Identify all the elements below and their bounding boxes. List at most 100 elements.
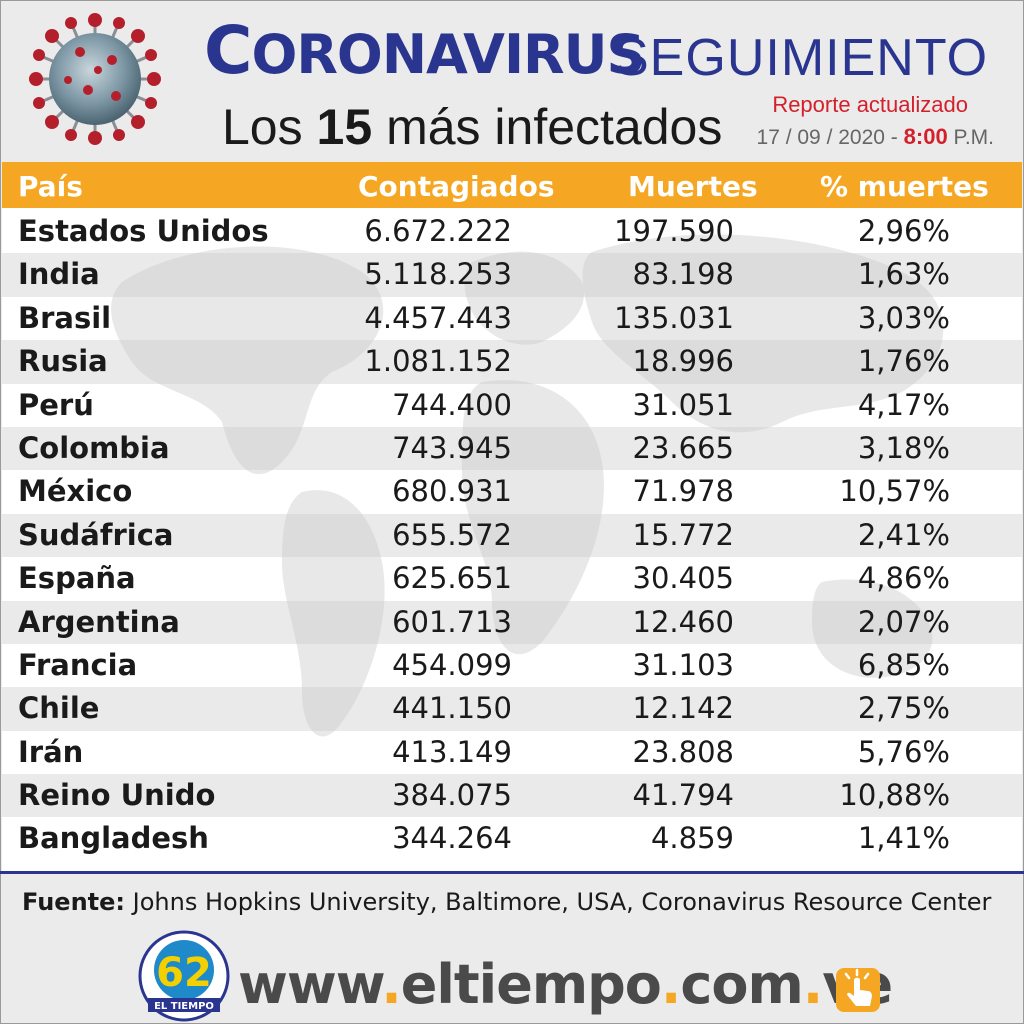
site-dot: . — [802, 953, 823, 1016]
subtitle: Los 15 más infectados — [222, 96, 722, 158]
site-part-domain: eltiempo — [400, 953, 662, 1016]
table-row: Argentina 601.713 12.460 2,07% — [2, 600, 1022, 644]
report-date-value: 17 / 09 / 2020 - — [756, 126, 898, 149]
table-row: Chile 441.150 12.142 2,75% — [2, 687, 1022, 731]
table-row: Colombia 743.945 23.665 3,18% — [2, 426, 1022, 471]
table-row: Francia 454.099 31.103 6,85% — [2, 644, 1022, 687]
cell-deaths: 23.808 — [632, 734, 734, 769]
cell-percent: 2,41% — [857, 517, 950, 552]
header-cases: Contagiados — [358, 170, 555, 203]
cell-percent: 3,18% — [857, 430, 950, 465]
table-header: País Contagiados Muertes % muertes — [2, 162, 1022, 208]
cell-percent: 1,63% — [857, 257, 950, 292]
cell-country: Reino Unido — [18, 778, 216, 813]
cell-country: Chile — [18, 691, 100, 726]
cell-country: España — [18, 561, 136, 596]
cell-percent: 3,03% — [857, 300, 950, 335]
source-note: Fuente: Johns Hopkins University, Baltim… — [22, 882, 991, 922]
header-deaths: Muertes — [628, 170, 758, 203]
cell-country: Estados Unidos — [18, 214, 269, 248]
cell-percent: 2,07% — [857, 604, 950, 639]
source-text: Johns Hopkins University, Baltimore, USA… — [132, 888, 992, 916]
website-url[interactable]: www.eltiempo.com.ve — [238, 950, 893, 1020]
cell-percent: 5,76% — [857, 734, 950, 769]
el-tiempo-62-logo: 62 EL TIEMPO — [138, 930, 230, 1022]
cell-percent: 10,88% — [839, 778, 950, 813]
source-label: Fuente: — [22, 888, 125, 916]
cell-deaths: 12.142 — [632, 691, 734, 726]
cell-percent: 1,41% — [857, 821, 950, 856]
cell-percent: 10,57% — [839, 474, 950, 509]
subtitle-number: 15 — [316, 99, 373, 155]
cell-deaths: 31.051 — [632, 387, 734, 422]
cell-deaths: 15.772 — [632, 517, 734, 552]
subtitle-post: más infectados — [386, 99, 723, 155]
logo-number: 62 — [156, 950, 212, 996]
page-title: CORONAVIRUS — [204, 18, 645, 88]
table-row: Reino Unido 384.075 41.794 10,88% — [2, 774, 1022, 818]
site-dot: . — [660, 953, 681, 1016]
cell-country: Francia — [18, 647, 138, 682]
cell-country: Sudáfrica — [18, 517, 174, 552]
cell-country: Irán — [18, 734, 84, 769]
cell-cases: 441.150 — [392, 691, 512, 726]
cell-cases: 384.075 — [392, 778, 512, 813]
subtitle-pre: Los — [222, 99, 303, 155]
table-row: India 5.118.253 83.198 1,63% — [2, 253, 1022, 297]
table-row: Estados Unidos 6.672.222 197.590 2,96% — [2, 210, 1022, 253]
cell-country: Perú — [18, 387, 94, 422]
hand-pointer-icon — [836, 968, 880, 1012]
report-label: Reporte actualizado — [772, 92, 968, 117]
cell-cases: 6.672.222 — [364, 214, 512, 248]
cell-deaths: 4.859 — [650, 821, 734, 856]
cell-deaths: 12.460 — [632, 604, 734, 639]
table-row: Perú 744.400 31.051 4,17% — [2, 384, 1022, 427]
title-initial: C — [204, 12, 252, 89]
report-time: 8:00 — [903, 124, 948, 149]
cell-deaths: 31.103 — [632, 647, 734, 682]
cell-cases: 413.149 — [392, 734, 512, 769]
site-dot: . — [381, 953, 401, 1016]
cell-country: Rusia — [18, 344, 108, 379]
table-row: Sudáfrica 655.572 15.772 2,41% — [2, 513, 1022, 558]
cell-percent: 6,85% — [857, 647, 950, 682]
cell-cases: 744.400 — [392, 387, 512, 422]
site-part-www: www — [238, 953, 382, 1016]
cell-percent: 4,86% — [857, 561, 950, 596]
cell-deaths: 23.665 — [632, 430, 734, 465]
header-percent: % muertes — [820, 170, 989, 203]
table-row: España 625.651 30.405 4,86% — [2, 557, 1022, 600]
logo-text: EL TIEMPO — [154, 1001, 214, 1012]
table-row: Irán 413.149 23.808 5,76% — [2, 731, 1022, 774]
cell-percent: 4,17% — [857, 387, 950, 422]
cases-table: País Contagiados Muertes % muertes Estad… — [2, 162, 1022, 872]
cell-cases: 1.081.152 — [364, 344, 512, 379]
cell-deaths: 197.590 — [614, 214, 734, 248]
cell-deaths: 83.198 — [632, 257, 734, 292]
report-date: 17 / 09 / 2020 - 8:00 P.M. — [757, 124, 994, 150]
cell-deaths: 135.031 — [614, 300, 734, 335]
cell-cases: 5.118.253 — [364, 257, 512, 292]
cell-cases: 743.945 — [392, 430, 512, 465]
cell-cases: 4.457.443 — [364, 300, 512, 335]
table-row: Rusia 1.081.152 18.996 1,76% — [2, 340, 1022, 384]
cell-cases: 625.651 — [392, 561, 512, 596]
cell-deaths: 71.978 — [632, 474, 734, 509]
cell-percent: 2,75% — [857, 691, 950, 726]
cell-percent: 2,96% — [857, 214, 950, 248]
cell-country: India — [18, 257, 100, 292]
cell-deaths: 18.996 — [632, 344, 734, 379]
header-country: País — [18, 170, 83, 203]
cell-country: Colombia — [18, 430, 170, 465]
cell-percent: 1,76% — [857, 344, 950, 379]
cell-cases: 454.099 — [392, 647, 512, 682]
world-map-watermark — [111, 234, 944, 737]
table-row: Brasil 4.457.443 135.031 3,03% — [2, 297, 1022, 340]
cell-country: Bangladesh — [18, 821, 209, 856]
cell-cases: 344.264 — [392, 821, 512, 856]
cell-deaths: 41.794 — [632, 778, 734, 813]
title-rest: ORONAVIRUS — [251, 23, 645, 86]
report-time-suffix: P.M. — [953, 126, 994, 149]
cell-cases: 601.713 — [392, 604, 512, 639]
cell-country: Brasil — [18, 300, 112, 335]
